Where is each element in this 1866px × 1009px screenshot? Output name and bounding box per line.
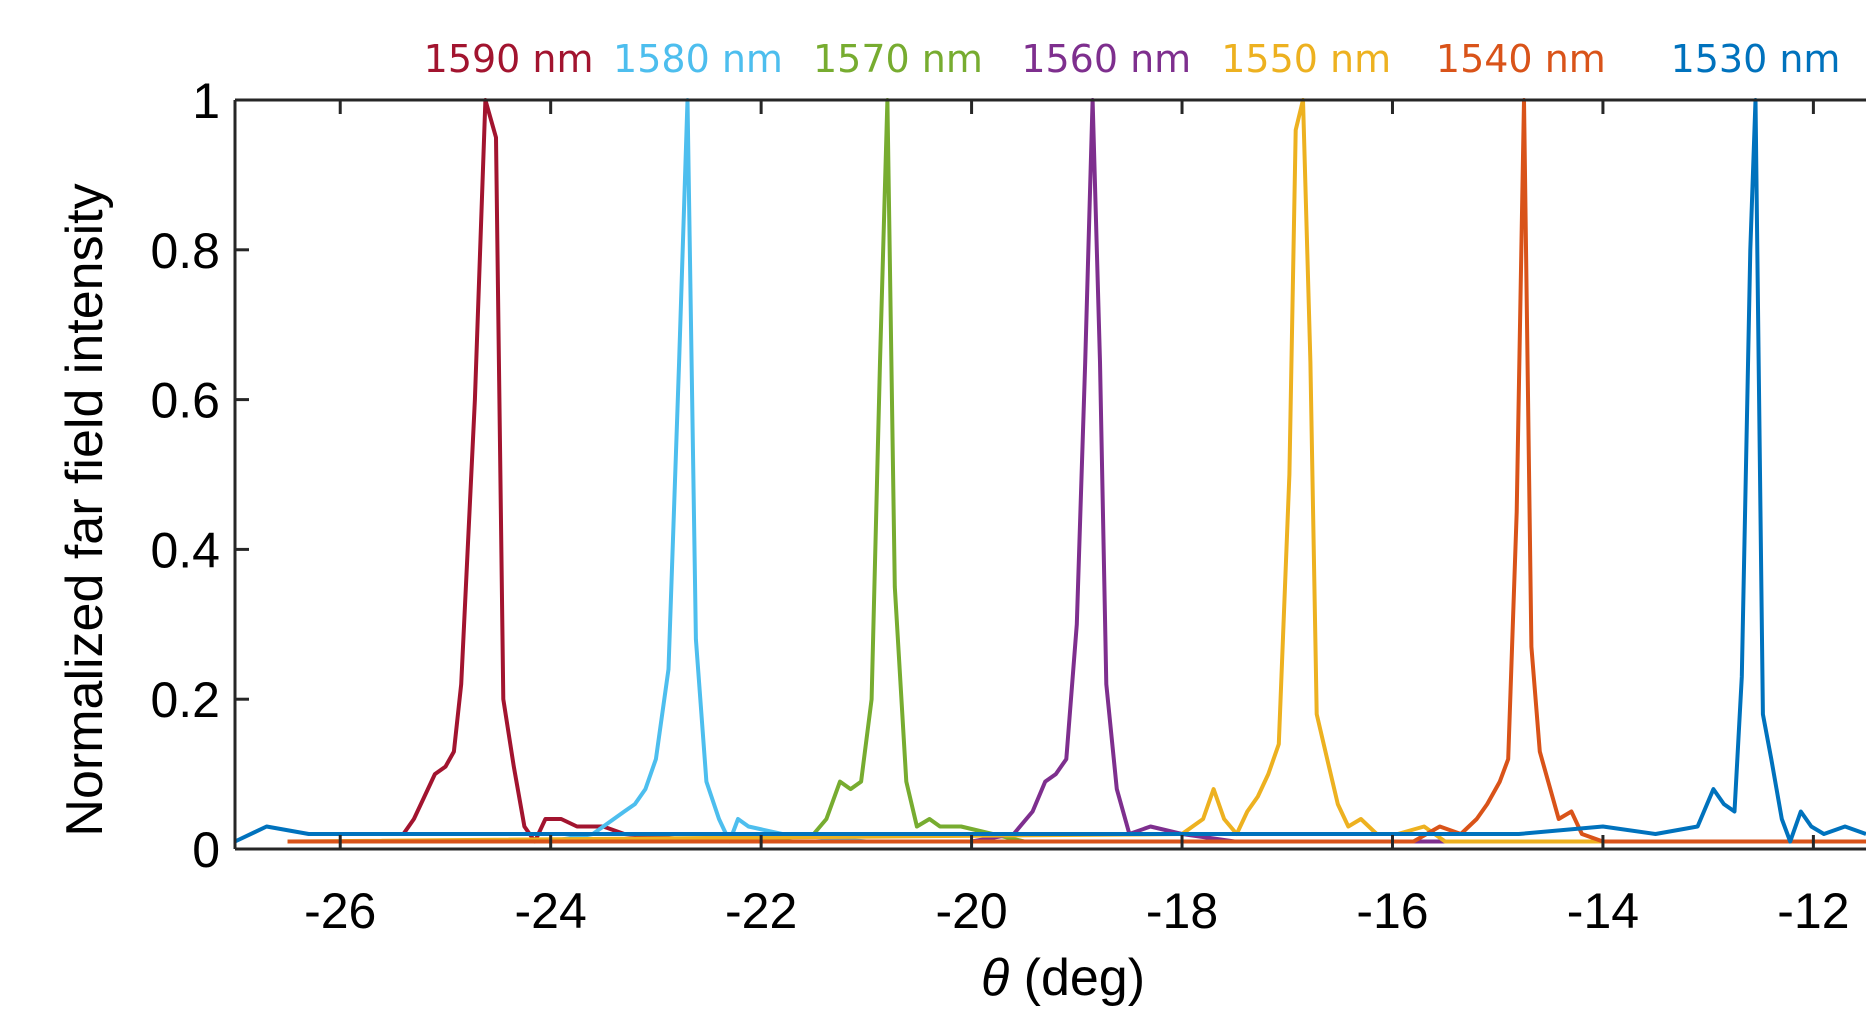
series-line-1570-nm	[287, 98, 1866, 844]
series-line-1560-nm	[287, 98, 1866, 844]
x-tick-label: -22	[725, 883, 797, 939]
y-tick-label: 0.4	[150, 522, 220, 578]
x-axis-label: θ (deg)	[981, 949, 1145, 1007]
legend-label-1560-nm: 1560 nm	[1021, 37, 1191, 81]
y-tick-label: 0.6	[150, 373, 220, 429]
x-tick-label: -14	[1567, 883, 1639, 939]
axes-layer: -26 -24 -22 -20 -18 -16 -14 -12 0 0.2 0.4 0.6 0.8 1	[150, 73, 1866, 939]
series-line-1530-nm	[234, 98, 1866, 844]
y-tick-label: 0.2	[150, 672, 220, 728]
y-tick-label: 1	[192, 73, 220, 129]
legend-label-1570-nm: 1570 nm	[813, 37, 983, 81]
legend-label-1590-nm: 1590 nm	[424, 37, 594, 81]
y-tick-label: 0	[192, 822, 220, 878]
y-axis-label: Normalized far field intensity	[56, 183, 114, 836]
x-tick-label: -18	[1146, 883, 1218, 939]
x-tick-label: -20	[935, 883, 1007, 939]
series-line-1580-nm	[287, 98, 1866, 844]
series-layer	[234, 98, 1866, 844]
x-tick-label: -24	[515, 883, 587, 939]
legend-label-1580-nm: 1580 nm	[613, 37, 783, 81]
series-line-1550-nm	[287, 98, 1866, 844]
legend-layer: 1590 nm 1580 nm 1570 nm 1560 nm 1550 nm 1540 …	[424, 37, 1841, 81]
legend-label-1550-nm: 1550 nm	[1221, 37, 1391, 81]
series-line-1540-nm	[287, 98, 1866, 844]
x-tick-label: -26	[304, 883, 376, 939]
x-tick-label: -12	[1777, 883, 1849, 939]
legend-label-1540-nm: 1540 nm	[1436, 37, 1606, 81]
x-tick-label: -16	[1356, 883, 1428, 939]
x-axis-symbol: θ	[981, 949, 1009, 1007]
x-axis-unit: (deg)	[1009, 949, 1145, 1007]
legend-label-1530-nm: 1530 nm	[1671, 37, 1841, 81]
y-tick-label: 0.8	[150, 223, 220, 279]
